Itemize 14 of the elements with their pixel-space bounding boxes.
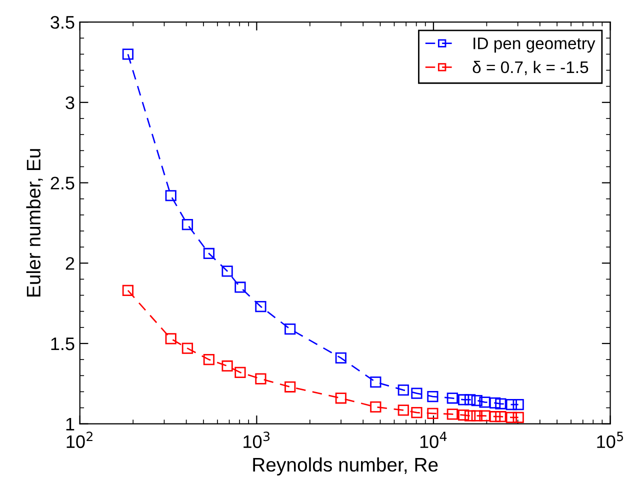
y-tick-label: 2.5 (50, 176, 74, 190)
y-tick-label: 3 (66, 96, 74, 110)
y-tick-label: 3.5 (50, 16, 74, 29)
y-tick-label: 2 (66, 257, 74, 270)
x-tick-label: 10$^{3}$ (244, 432, 270, 448)
x-axis-title: Reynolds number, Re (253, 457, 438, 476)
legend-label: ID pen geometry (474, 38, 596, 53)
x-tick-label: 10$^{2}$ (66, 432, 92, 448)
y-tick-label: 1 (66, 418, 74, 430)
x-tick-label: 10$^{5}$ (597, 432, 624, 448)
x-tick-label: 10$^{4}$ (420, 432, 447, 448)
legend-label: δ = 0.7, k = -1.5 (472, 60, 588, 76)
y-tick-label: 1.5 (51, 338, 74, 350)
y-axis-title: Euler number, Eu (26, 149, 43, 296)
